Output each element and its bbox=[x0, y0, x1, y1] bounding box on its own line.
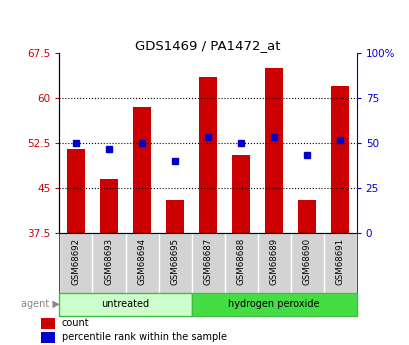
Text: GSM68694: GSM68694 bbox=[137, 238, 146, 285]
Bar bbox=[297, 200, 315, 233]
Text: agent ▶: agent ▶ bbox=[20, 299, 59, 309]
Bar bbox=[231, 155, 249, 233]
Text: GSM68688: GSM68688 bbox=[236, 238, 245, 285]
Title: GDS1469 / PA1472_at: GDS1469 / PA1472_at bbox=[135, 39, 280, 52]
Text: GSM68695: GSM68695 bbox=[170, 238, 179, 285]
Text: percentile rank within the sample: percentile rank within the sample bbox=[62, 332, 226, 342]
Text: hydrogen peroxide: hydrogen peroxide bbox=[228, 299, 319, 309]
Bar bbox=[330, 86, 348, 233]
Text: GSM68693: GSM68693 bbox=[104, 238, 113, 285]
Bar bbox=[41, 318, 55, 329]
Text: GSM68687: GSM68687 bbox=[203, 238, 212, 285]
Bar bbox=[264, 68, 283, 233]
Bar bbox=[133, 107, 151, 233]
Text: count: count bbox=[62, 318, 89, 328]
Bar bbox=[198, 77, 217, 233]
Bar bbox=[100, 179, 118, 233]
Bar bbox=[41, 332, 55, 343]
Bar bbox=[166, 200, 184, 233]
Text: GSM68690: GSM68690 bbox=[302, 238, 311, 285]
Bar bbox=[67, 149, 85, 233]
Text: GSM68689: GSM68689 bbox=[269, 238, 278, 285]
Text: untreated: untreated bbox=[101, 299, 149, 309]
Text: GSM68692: GSM68692 bbox=[71, 238, 80, 285]
Bar bbox=[59, 293, 191, 316]
Text: GSM68691: GSM68691 bbox=[335, 238, 344, 285]
Bar bbox=[191, 293, 356, 316]
